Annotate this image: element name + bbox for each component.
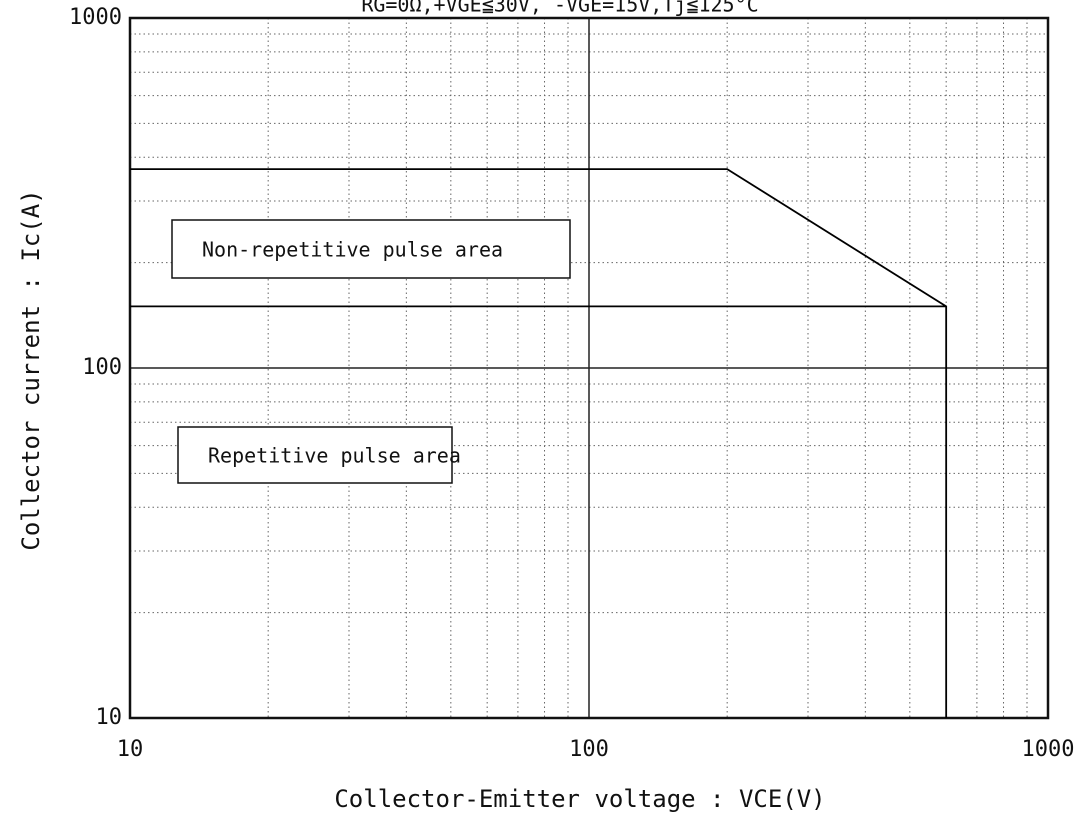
annotation-box [177, 426, 453, 484]
annotation: Non-repetitive pulse area [202, 238, 503, 262]
y-tick-label: 100 [82, 355, 122, 380]
x-tick-label: 1000 [1022, 737, 1075, 762]
chart-title: RG=0Ω,+VGE≦30V, -VGE=15V,Tj≦125°C [361, 0, 758, 17]
series-line [130, 168, 948, 718]
y-tick-label: 10 [96, 705, 123, 730]
annotation: Repetitive pulse area [208, 444, 461, 468]
x-axis-label: Collector-Emitter voltage : VCE(V) [334, 785, 825, 813]
x-tick-label: 100 [569, 737, 609, 762]
y-axis-label: Collector current : Ic(A) [17, 189, 45, 550]
annotation-box [171, 219, 571, 279]
plot-frame [128, 16, 1050, 720]
x-tick-label: 10 [117, 737, 144, 762]
y-tick-label: 1000 [69, 5, 122, 30]
